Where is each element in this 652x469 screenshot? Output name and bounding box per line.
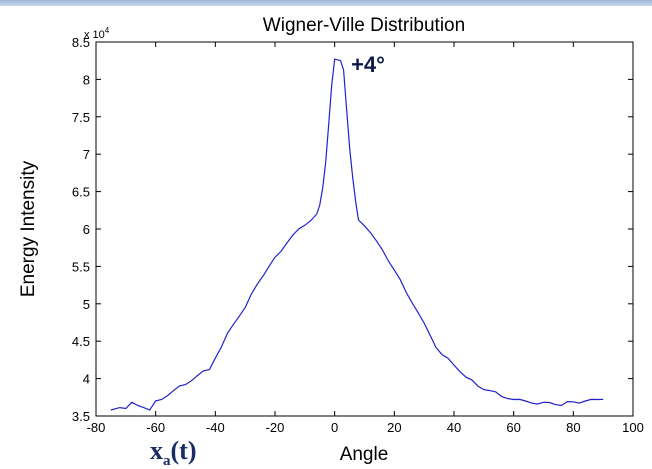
- y-tick-label: 7.5: [72, 110, 90, 125]
- x-tick-label: 100: [622, 420, 644, 435]
- y-exponent-label: x 104: [84, 26, 110, 41]
- x-tick-label: -40: [206, 420, 225, 435]
- series-line: [110, 58, 604, 411]
- signal-label-base: x: [150, 436, 163, 465]
- plot-frame: [95, 41, 634, 417]
- slide-top-bar: [0, 0, 652, 6]
- x-tick-label: 60: [506, 420, 520, 435]
- signal-label-suffix: (t): [170, 436, 197, 465]
- y-exponent-base: x 10: [84, 29, 105, 41]
- y-tick-label: 3.5: [72, 409, 90, 424]
- x-axis-label: Angle: [340, 444, 389, 465]
- y-tick-label: 8.5: [72, 35, 90, 50]
- signal-label: xa(t): [150, 438, 196, 469]
- y-tick-label: 6: [83, 222, 90, 237]
- x-tick-label: -20: [266, 420, 285, 435]
- plot-area: [96, 42, 633, 416]
- y-exponent-power: 4: [105, 26, 110, 35]
- x-tick-label: 80: [566, 420, 580, 435]
- peak-annotation: +4°: [351, 52, 385, 77]
- x-tick-label: 40: [447, 420, 461, 435]
- y-tick-label: 5: [83, 297, 90, 312]
- y-tick-label: 4.5: [72, 334, 90, 349]
- x-tick-label: -60: [146, 420, 165, 435]
- tick-group: -80 -60 -40 -20 0 20 40 60 80 100 3.5 4 4.5 5 5.5 6 6.5 7…: [72, 35, 644, 435]
- y-axis-label: Energy Intensity: [18, 160, 39, 297]
- y-tick-label: 7: [83, 147, 90, 162]
- y-tick-label: 4: [83, 372, 90, 387]
- signal-label-sub: a: [163, 453, 171, 469]
- chart-title: Wigner-Ville Distribution: [263, 15, 465, 36]
- x-tick-label: 0: [331, 420, 338, 435]
- x-tick-label: -80: [87, 420, 106, 435]
- y-tick-label: 5.5: [72, 259, 90, 274]
- y-tick-label: 8: [83, 72, 90, 87]
- x-tick-label: 20: [387, 420, 401, 435]
- y-tick-label: 6.5: [72, 185, 90, 200]
